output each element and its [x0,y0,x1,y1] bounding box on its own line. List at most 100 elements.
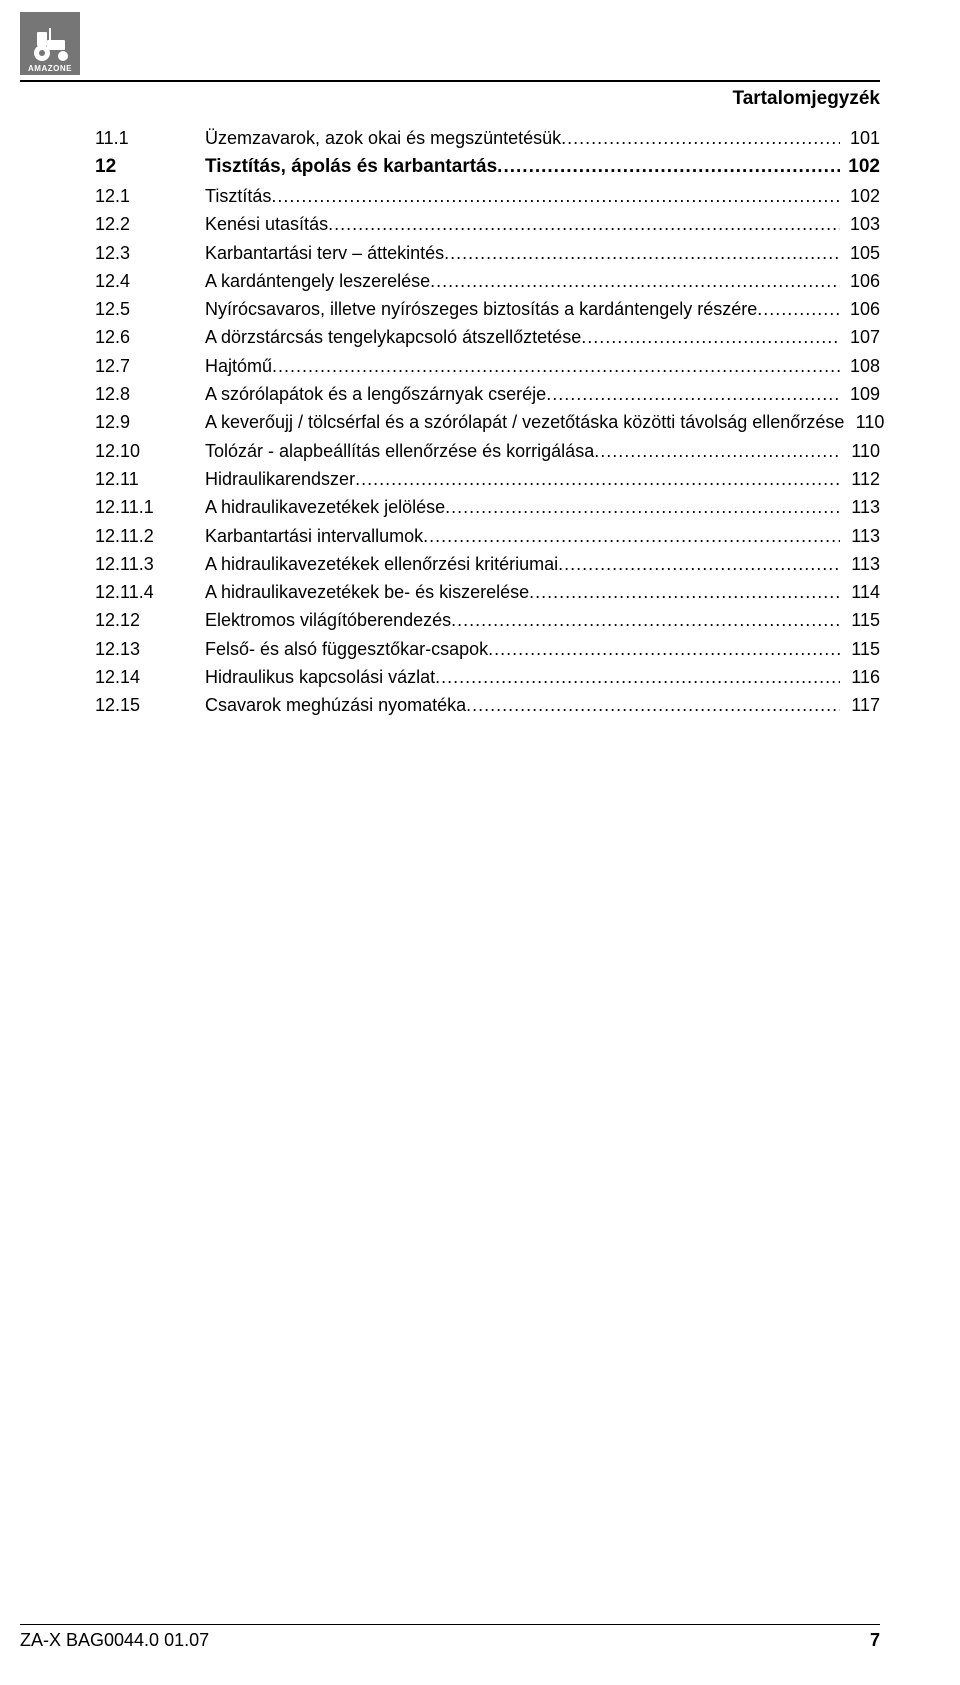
toc-leader [355,467,840,491]
toc-number: 12.11.3 [95,552,205,576]
header-rule [20,80,880,82]
toc-number: 12.10 [95,439,205,463]
toc-page: 101 [840,126,880,150]
toc-page: 106 [840,297,880,321]
toc-page: 102 [840,154,880,180]
toc-label: A szórólapátok és a lengőszárnyak cseréj… [205,382,546,406]
toc-page: 113 [840,524,880,548]
toc-label: Csavarok meghúzási nyomatéka [205,693,466,717]
toc-number: 12 [95,154,205,180]
toc-leader [445,495,840,519]
toc-page: 102 [840,184,880,208]
toc-leader [561,126,840,150]
toc-row: 12.14Hidraulikus kapcsolási vázlat116 [95,665,880,689]
toc-row: 11.1Üzemzavarok, azok okai és megszüntet… [95,126,880,150]
toc-page: 112 [840,467,880,491]
toc-label: A hidraulikavezetékek jelölése [205,495,445,519]
toc-page: 103 [840,212,880,236]
toc-page: 115 [840,637,880,661]
toc-leader [757,297,840,321]
footer-page-number: 7 [870,1630,880,1651]
toc-number: 12.5 [95,297,205,321]
toc-label: Felső- és alsó függesztőkar-csapok [205,637,488,661]
toc-number: 12.11 [95,467,205,491]
toc-number: 12.15 [95,693,205,717]
page-footer: ZA-X BAG0044.0 01.07 7 [20,1630,880,1651]
toc-row: 12.1Tisztítás 102 [95,184,880,208]
toc-label: Hidraulikarendszer [205,467,355,491]
toc-label: Nyírócsavaros, illetve nyírószeges bizto… [205,297,757,321]
toc-number: 12.1 [95,184,205,208]
toc-page: 113 [840,552,880,576]
toc-row: 12.2Kenési utasítás 103 [95,212,880,236]
toc-label: Kenési utasítás [205,212,328,236]
toc-label: Karbantartási intervallumok [205,524,423,548]
toc-leader [430,269,840,293]
toc-number: 11.1 [95,126,205,150]
toc-leader [423,524,840,548]
toc-number: 12.9 [95,410,205,434]
toc-leader [581,325,840,349]
toc-row: 12.11Hidraulikarendszer 112 [95,467,880,491]
toc-row: 12.11.2Karbantartási intervallumok113 [95,524,880,548]
toc-label: Tolózár - alapbeállítás ellenőrzése és k… [205,439,594,463]
toc-page: 106 [840,269,880,293]
footer-doc-id: ZA-X BAG0044.0 01.07 [20,1630,209,1651]
toc-label: A kardántengely leszerelése [205,269,430,293]
toc-row: 12.12Elektromos világítóberendezés115 [95,608,880,632]
toc-leader [558,552,840,576]
toc-leader [272,354,840,378]
toc-page: 105 [840,241,880,265]
toc-label: Tisztítás [205,184,271,208]
toc-row: 12.7Hajtómű108 [95,354,880,378]
toc-page: 113 [840,495,880,519]
tractor-icon [29,26,71,62]
toc-row: 12.11.3A hidraulikavezetékek ellenőrzési… [95,552,880,576]
toc-leader [328,212,840,236]
toc-row: 12.3Karbantartási terv – áttekintés105 [95,241,880,265]
toc-row: 12.6A dörzstárcsás tengelykapcsoló átsze… [95,325,880,349]
page: AMAZONE Tartalomjegyzék 11.1Üzemzavarok,… [0,0,960,1685]
brand-name: AMAZONE [28,65,72,73]
toc-leader [497,154,840,180]
toc-row: 12.11.4A hidraulikavezetékek be- és kisz… [95,580,880,604]
toc-number: 12.11.1 [95,495,205,519]
toc-label: A hidraulikavezetékek ellenőrzési kritér… [205,552,558,576]
toc-leader [451,608,840,632]
toc-leader [444,241,840,265]
toc-row: 12.15Csavarok meghúzási nyomatéka 117 [95,693,880,717]
toc-page: 110 [840,439,880,463]
toc-number: 12.8 [95,382,205,406]
toc-page: 114 [840,580,880,604]
toc-row: 12.10Tolózár - alapbeállítás ellenőrzése… [95,439,880,463]
toc-label: Elektromos világítóberendezés [205,608,451,632]
brand-logo: AMAZONE [20,12,80,75]
toc-label: Hajtómű [205,354,272,378]
toc-label: A dörzstárcsás tengelykapcsoló átszellőz… [205,325,581,349]
toc-number: 12.6 [95,325,205,349]
toc-leader [529,580,840,604]
toc-row: 12.13Felső- és alsó függesztőkar-csapok 1… [95,637,880,661]
toc-page: 109 [840,382,880,406]
toc-label: Tisztítás, ápolás és karbantartás [205,154,497,180]
toc-leader [271,184,840,208]
toc-page: 117 [840,693,880,717]
toc-label: A hidraulikavezetékek be- és kiszerelése [205,580,529,604]
toc-label: Üzemzavarok, azok okai és megszüntetésük [205,126,561,150]
toc-number: 12.7 [95,354,205,378]
toc-label: Hidraulikus kapcsolási vázlat [205,665,435,689]
toc-leader [435,665,840,689]
toc-leader [546,382,840,406]
toc-number: 12.13 [95,637,205,661]
toc-page: 107 [840,325,880,349]
toc-page: 110 [844,410,884,434]
toc-row: 12.8A szórólapátok és a lengőszárnyak cs… [95,382,880,406]
toc-number: 12.4 [95,269,205,293]
toc-number: 12.2 [95,212,205,236]
page-section-title: Tartalomjegyzék [733,88,880,110]
toc-number: 12.14 [95,665,205,689]
toc-row: 12.9A keverőujj / tölcsérfal és a szóról… [95,410,880,434]
footer-rule [20,1624,880,1625]
toc-row: 12.4A kardántengely leszerelése 106 [95,269,880,293]
toc-row: 12.5Nyírócsavaros, illetve nyírószeges b… [95,297,880,321]
